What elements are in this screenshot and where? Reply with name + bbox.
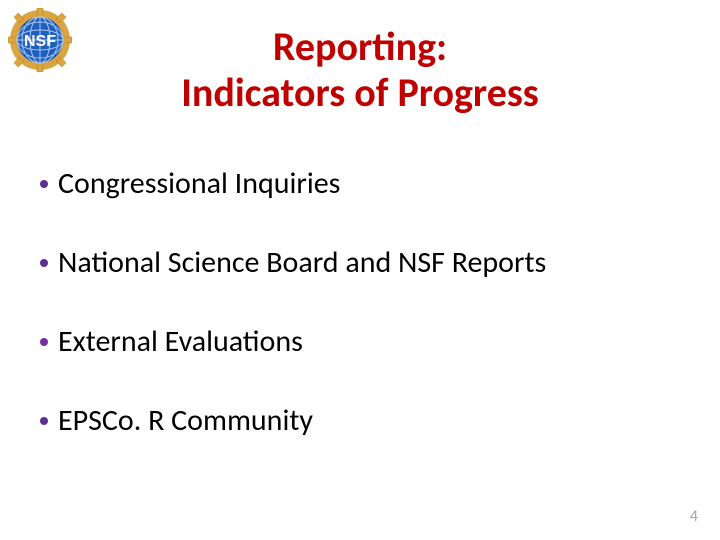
title-line-2: Indicators of Progress	[0, 70, 720, 116]
bullet-icon	[40, 338, 48, 346]
bullet-list: Congressional Inquiries National Science…	[40, 165, 680, 481]
bullet-label: EPSCo. R Community	[58, 402, 313, 439]
title-line-1: Reporting:	[0, 24, 720, 70]
slide-title: Reporting: Indicators of Progress	[0, 24, 720, 116]
bullet-label: External Evaluations	[58, 323, 303, 360]
page-number: 4	[690, 507, 698, 526]
list-item: Congressional Inquiries	[40, 165, 680, 202]
list-item: National Science Board and NSF Reports	[40, 244, 680, 281]
bullet-label: Congressional Inquiries	[58, 165, 340, 202]
list-item: External Evaluations	[40, 323, 680, 360]
list-item: EPSCo. R Community	[40, 402, 680, 439]
bullet-icon	[40, 417, 48, 425]
bullet-icon	[40, 259, 48, 267]
bullet-label: National Science Board and NSF Reports	[58, 244, 546, 281]
bullet-icon	[40, 180, 48, 188]
